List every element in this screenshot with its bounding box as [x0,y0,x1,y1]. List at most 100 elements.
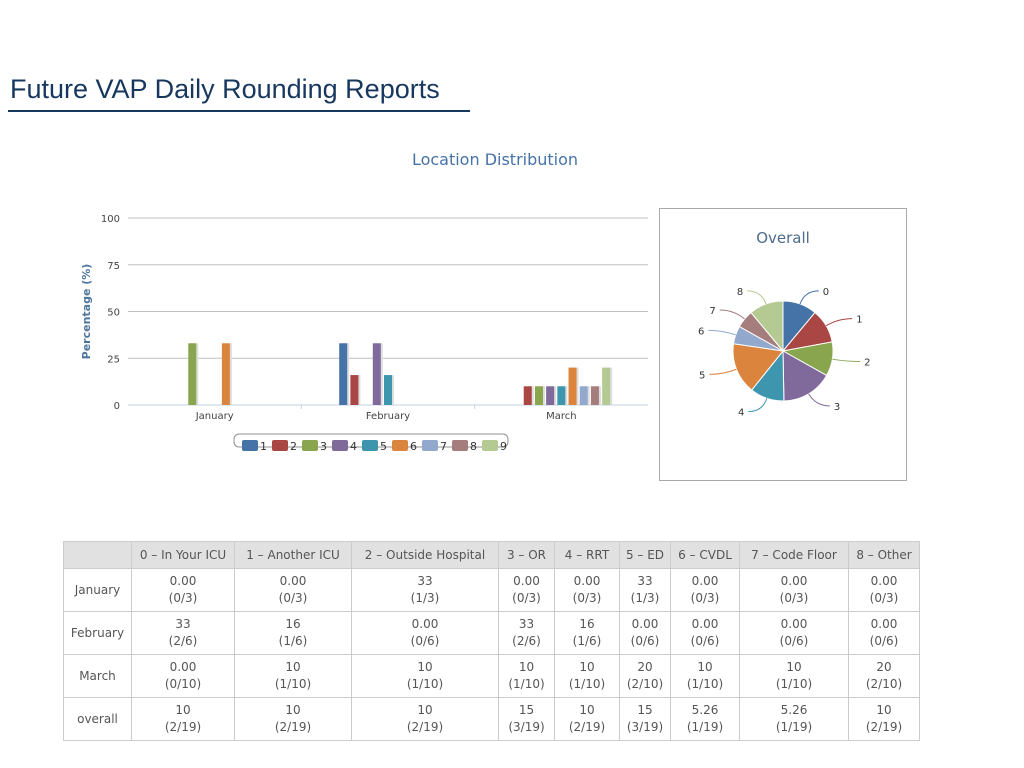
bar-chart-title: Location Distribution [411,150,579,169]
cell-percentage: 10 [579,703,595,717]
table-cell: 0.00 (0/6) [848,611,920,655]
cell-percentage: 0.00 [870,574,898,588]
legend-swatch[interactable] [392,440,408,451]
cell-percentage: 0.00 [513,574,540,588]
legend-swatch[interactable] [302,440,318,451]
legend-swatch[interactable] [242,440,258,451]
pie-connector [747,290,767,305]
column-header: 6 – CVDL [670,541,740,569]
cell-percentage: 20 [637,660,653,674]
legend-swatch[interactable] [362,440,378,451]
cell-percentage: 0.00 [780,574,808,588]
bar [188,343,197,405]
cell-percentage: 0.00 [169,660,197,674]
cell-count: (1/3) [630,591,660,605]
column-header: 1 – Another ICU [234,541,352,569]
row-label: March [63,654,132,698]
column-header: 5 – ED [619,541,671,569]
pie-slice [782,350,828,402]
cell-count: (2/19) [568,720,606,734]
y-axis-label: Percentage (%) [80,264,93,360]
table-cell: 15 (3/19) [498,697,555,741]
table-cell: 10 (2/19) [131,697,235,741]
legend-label[interactable]: 9 [500,440,507,453]
cell-count: (1/10) [686,677,724,691]
pie-label: 1 [856,315,862,326]
cell-percentage: 10 [786,660,802,674]
cell-count: (1/10) [568,677,606,691]
cell-percentage: 10 [518,660,535,674]
table-cell: 0.00 (0/6) [670,611,740,655]
bar [221,343,230,405]
table-cell: 10 (1/10) [670,654,740,698]
table-header-row: 0 – In Your ICU 1 – Another ICU 2 – Outsid… [63,541,920,569]
table-cell: 0.00 (0/3) [131,568,235,612]
cell-count: (3/19) [508,720,545,734]
bar [372,343,381,405]
legend-label[interactable]: 2 [290,440,297,453]
table-cell: 5.26 (1/19) [739,697,849,741]
bar [546,386,555,405]
cell-count: (2/6) [512,634,541,648]
bar [602,367,611,405]
legend-label[interactable]: 6 [410,440,417,453]
cell-count: (0/6) [630,634,660,648]
bar [557,386,566,405]
page-title: Future VAP Daily Rounding Reports [10,74,440,104]
legend-label[interactable]: 1 [260,440,267,453]
table-cell: 33 (2/6) [498,611,555,655]
bar [339,343,348,405]
cell-count: (1/19) [686,720,724,734]
cell-percentage: 15 [637,703,653,717]
cell-count: (0/3) [278,591,308,605]
bar [568,367,577,405]
y-tick-label: 50 [107,308,120,319]
pie-label: 8 [737,287,743,298]
table-cell: 15 (3/19) [619,697,671,741]
legend-label[interactable]: 7 [440,440,447,453]
cell-percentage: 0.00 [631,617,659,631]
cell-count: (3/19) [626,720,664,734]
cell-count: (1/3) [410,591,440,605]
pie-connector [709,368,737,375]
cell-percentage: 0.00 [573,574,601,588]
cell-percentage: 0.00 [691,574,719,588]
legend-swatch[interactable] [332,440,348,451]
cell-percentage: 33 [417,574,433,588]
cell-count: (2/6) [168,634,198,648]
cell-count: (0/3) [690,591,720,605]
cell-count: (1/19) [775,720,813,734]
cell-count: (0/3) [512,591,541,605]
table-cell: 33 (2/6) [131,611,235,655]
legend-label[interactable]: 8 [470,440,477,453]
legend-label[interactable]: 5 [380,440,387,453]
legend-swatch[interactable] [482,440,498,451]
legend-swatch[interactable] [452,440,468,451]
pie-connector [832,358,861,362]
pie-label: 5 [699,370,705,381]
table-cell: 20 (2/10) [848,654,920,698]
table-cell: 10 (2/19) [848,697,920,741]
cell-percentage: 0.00 [411,617,439,631]
legend-label[interactable]: 4 [350,440,357,453]
cell-percentage: 20 [876,660,892,674]
table-cell: 33 (1/3) [619,568,671,612]
legend-swatch[interactable] [272,440,288,451]
cell-percentage: 10 [876,703,892,717]
cell-count: (1/10) [406,677,444,691]
bar [350,375,359,405]
column-header: 0 – In Your ICU [131,541,235,569]
y-tick-label: 25 [107,354,120,365]
cell-percentage: 33 [175,617,191,631]
legend-swatch[interactable] [422,440,438,451]
cell-count: (2/10) [865,677,903,691]
legend-label[interactable]: 3 [320,440,327,453]
pie-label: 3 [834,402,840,413]
table-cell: 16 (1/6) [554,611,620,655]
cell-percentage: 10 [175,703,191,717]
table-cell: 10 (1/10) [498,654,555,698]
x-tick-label: January [195,411,234,422]
table-row: February 33 (2/6) 16 (1/6) 0.00 (0/6) 33 (2/6) 16… [63,611,920,655]
location-table: 0 – In Your ICU 1 – Another ICU 2 – Outsid… [63,541,920,741]
cell-count: (0/3) [779,591,809,605]
